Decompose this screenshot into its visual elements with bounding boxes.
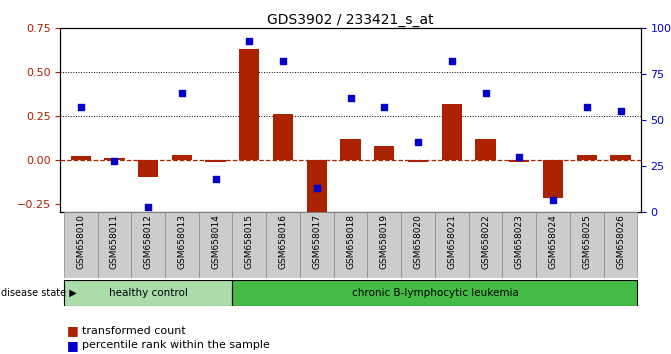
Point: [278, 59, 289, 64]
Point: [109, 158, 119, 164]
Bar: [401, 212, 435, 278]
Text: GSM658017: GSM658017: [313, 215, 321, 269]
Bar: [273, 114, 293, 160]
Bar: [536, 212, 570, 278]
Text: GSM658014: GSM658014: [211, 215, 220, 269]
Bar: [132, 212, 165, 278]
Bar: [469, 212, 503, 278]
Bar: [576, 155, 597, 160]
Bar: [368, 212, 401, 278]
Text: GSM658019: GSM658019: [380, 215, 389, 269]
Bar: [300, 212, 333, 278]
Bar: [503, 212, 536, 278]
Text: GSM658023: GSM658023: [515, 215, 524, 269]
Text: transformed count: transformed count: [82, 326, 186, 336]
Text: GSM658022: GSM658022: [481, 215, 490, 269]
Text: GSM658010: GSM658010: [76, 215, 85, 269]
Bar: [165, 212, 199, 278]
Bar: [232, 280, 637, 306]
Bar: [266, 212, 300, 278]
Bar: [138, 160, 158, 177]
Bar: [97, 212, 132, 278]
Bar: [333, 212, 368, 278]
Bar: [442, 104, 462, 160]
Bar: [374, 146, 395, 160]
Bar: [70, 156, 91, 160]
Text: ■: ■: [67, 339, 79, 352]
Bar: [611, 155, 631, 160]
Title: GDS3902 / 233421_s_at: GDS3902 / 233421_s_at: [267, 13, 434, 27]
Text: GSM658025: GSM658025: [582, 215, 591, 269]
Point: [413, 139, 423, 145]
Bar: [604, 212, 637, 278]
Point: [480, 90, 491, 96]
Text: GSM658024: GSM658024: [549, 215, 558, 269]
Bar: [199, 212, 232, 278]
Bar: [64, 280, 232, 306]
Bar: [232, 212, 266, 278]
Bar: [104, 158, 125, 160]
Text: GSM658016: GSM658016: [278, 215, 288, 269]
Bar: [435, 212, 469, 278]
Text: GSM658015: GSM658015: [245, 215, 254, 269]
Bar: [64, 212, 97, 278]
Point: [210, 176, 221, 182]
Text: GSM658018: GSM658018: [346, 215, 355, 269]
Text: chronic B-lymphocytic leukemia: chronic B-lymphocytic leukemia: [352, 288, 519, 298]
Text: GSM658020: GSM658020: [413, 215, 423, 269]
Text: healthy control: healthy control: [109, 288, 188, 298]
Text: GSM658011: GSM658011: [110, 215, 119, 269]
Bar: [307, 160, 327, 212]
Point: [582, 105, 592, 110]
Bar: [240, 49, 260, 160]
Point: [311, 185, 322, 191]
Point: [446, 59, 457, 64]
Text: GSM658021: GSM658021: [448, 215, 456, 269]
Text: disease state ▶: disease state ▶: [1, 288, 76, 298]
Point: [176, 90, 187, 96]
Bar: [172, 155, 192, 160]
Bar: [509, 160, 529, 161]
Bar: [340, 139, 361, 160]
Text: ■: ■: [67, 325, 79, 337]
Bar: [408, 160, 428, 161]
Bar: [543, 160, 563, 198]
Point: [345, 96, 356, 101]
Text: percentile rank within the sample: percentile rank within the sample: [82, 340, 270, 350]
Point: [75, 105, 86, 110]
Point: [548, 197, 558, 202]
Bar: [570, 212, 604, 278]
Point: [143, 204, 154, 210]
Point: [615, 108, 626, 114]
Point: [514, 154, 525, 160]
Bar: [476, 139, 496, 160]
Text: GSM658026: GSM658026: [616, 215, 625, 269]
Point: [379, 105, 390, 110]
Point: [244, 38, 255, 44]
Text: GSM658013: GSM658013: [177, 215, 187, 269]
Bar: [205, 160, 225, 161]
Text: GSM658012: GSM658012: [144, 215, 152, 269]
